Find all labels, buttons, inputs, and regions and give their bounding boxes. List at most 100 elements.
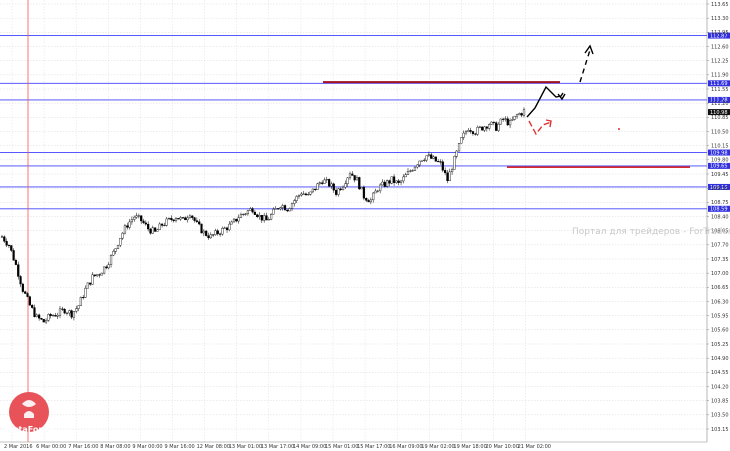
candle-body <box>179 217 182 220</box>
candle-body <box>223 227 226 229</box>
y-tick-label: 112.25 <box>711 58 729 64</box>
candle-body <box>518 113 521 115</box>
candle-body <box>318 182 321 185</box>
candle-body <box>386 180 389 187</box>
x-tick-label: 15 Mar 17:00 <box>357 444 390 450</box>
y-tick-label: 113.30 <box>711 16 729 22</box>
y-tick-label: 112.60 <box>711 44 729 50</box>
candle-body <box>469 130 472 132</box>
x-tick-label: 9 Mar 16:00 <box>165 444 195 450</box>
candle-body <box>504 118 507 120</box>
candle-body <box>304 193 308 196</box>
candle-body <box>418 160 421 166</box>
candle-body <box>355 177 359 181</box>
candle-body <box>311 188 314 193</box>
candle-body <box>476 127 479 135</box>
candle-body <box>212 234 215 236</box>
forecast-path-up <box>526 85 564 118</box>
candle-body <box>140 215 143 222</box>
level-label-box <box>708 32 730 39</box>
candle-body <box>84 287 87 298</box>
candle-body <box>21 283 24 292</box>
candle-body <box>397 180 400 183</box>
logo-emblem-icon <box>22 400 36 418</box>
y-tick-label: 103.85 <box>711 398 729 404</box>
y-tick-label: 104.20 <box>711 384 729 390</box>
candle-body <box>406 171 410 175</box>
candle-body <box>172 219 175 222</box>
candle-body <box>325 179 328 181</box>
candle-body <box>0 236 4 238</box>
candle-body <box>502 118 505 120</box>
candle-body <box>362 187 366 199</box>
y-tick-label: 106.30 <box>711 299 729 305</box>
level-label: 111.69 <box>710 81 728 87</box>
candle-body <box>3 236 6 242</box>
candle-body <box>156 229 159 232</box>
y-tick-label: 107.35 <box>711 257 729 263</box>
y-tick-label: 112.95 <box>711 30 729 36</box>
level-label-box <box>708 96 730 103</box>
candle-body <box>207 235 210 239</box>
candle-body <box>5 241 8 246</box>
candle-body <box>330 183 333 187</box>
candle-body <box>508 120 512 126</box>
candle-body <box>413 166 417 171</box>
plot-background <box>0 0 707 442</box>
y-tick-label: 103.50 <box>711 413 729 419</box>
candle-body <box>239 214 243 218</box>
candle-body <box>75 308 78 312</box>
candle-body <box>89 282 92 285</box>
x-tick-label: 21 Mar 02:00 <box>518 444 551 450</box>
candle-body <box>283 205 287 211</box>
candle-body <box>151 227 154 234</box>
candle-body <box>93 274 96 277</box>
candle-body <box>68 310 71 314</box>
candle-body <box>246 210 250 215</box>
candle-body <box>177 218 180 220</box>
candle-body <box>293 200 296 204</box>
x-tick-label: 14 Mar 09:00 <box>293 444 326 450</box>
candle-body <box>439 161 442 163</box>
candle-body <box>390 176 393 184</box>
candle-body <box>383 181 386 187</box>
candle-body <box>135 215 138 218</box>
candle-body <box>65 312 69 314</box>
candle-body <box>40 318 43 320</box>
x-tick-label: 9 Mar 00:00 <box>132 444 162 450</box>
candle-body <box>314 188 317 190</box>
candle-body <box>450 169 454 173</box>
candle-body <box>478 126 482 128</box>
candle-body <box>374 190 377 194</box>
candle-body <box>142 220 145 224</box>
candle-body <box>186 217 189 221</box>
candle-body <box>79 297 82 306</box>
candle-body <box>33 307 36 317</box>
logo-label: InstaForex <box>5 425 54 434</box>
candle-body <box>490 121 493 125</box>
candle-body <box>513 115 516 120</box>
candle-body <box>12 250 15 261</box>
candle-body <box>369 199 372 203</box>
candle-body <box>399 180 403 183</box>
candle-body <box>181 217 185 219</box>
candle-body <box>137 215 140 217</box>
x-tick-label: 16 Mar 09:00 <box>389 444 422 450</box>
candle-body <box>91 274 94 285</box>
y-tick-label: 110.85 <box>711 115 729 121</box>
candle-body <box>218 233 222 235</box>
candle-body <box>274 208 277 210</box>
candle-body <box>130 219 134 223</box>
candle-body <box>126 225 129 228</box>
candle-body <box>49 314 52 316</box>
y-tick-label: 104.55 <box>711 370 729 376</box>
candle-body <box>167 217 171 220</box>
candle-body <box>462 132 465 138</box>
forecast-dashed-path <box>579 49 591 83</box>
candle-body <box>499 118 502 125</box>
candle-body <box>114 248 117 252</box>
candle-body <box>427 154 430 156</box>
y-tick-label: 104.90 <box>711 356 729 362</box>
y-tick-label: 108.05 <box>711 228 729 234</box>
candle-body <box>474 133 477 135</box>
